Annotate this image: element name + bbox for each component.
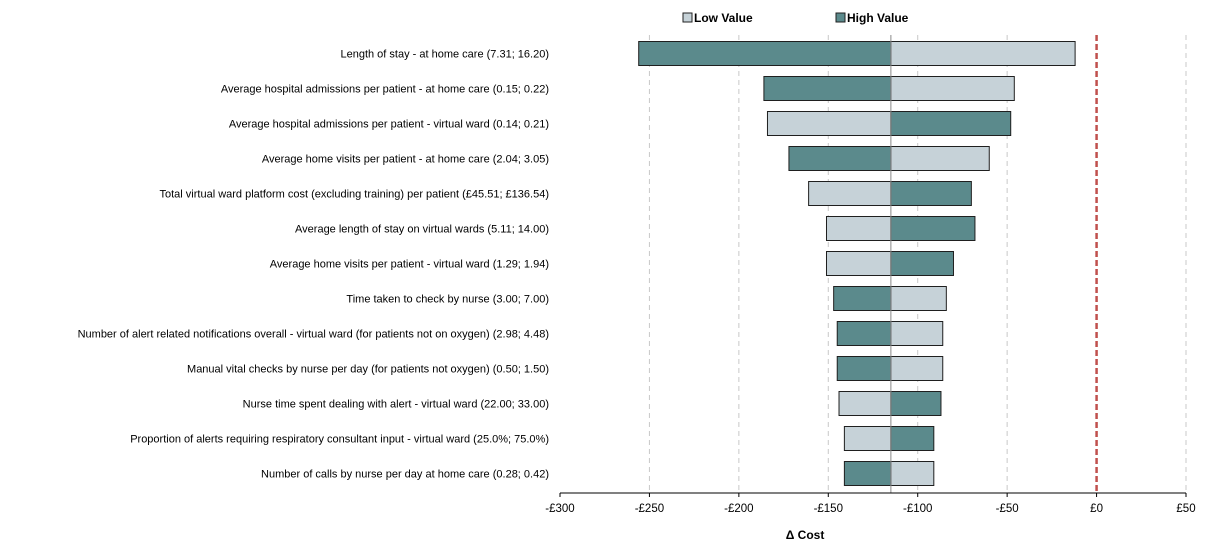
high-value-bar: [890, 426, 935, 451]
high-value-bar: [890, 251, 954, 276]
x-tick-label: -£100: [903, 503, 932, 515]
legend-high-swatch: [835, 12, 846, 23]
category-label: Total virtual ward platform cost (exclud…: [160, 189, 550, 201]
category-label: Length of stay - at home care (7.31; 16.…: [340, 49, 549, 61]
bars: [638, 35, 1098, 493]
high-value-bar: [890, 111, 1012, 136]
x-tick-label: -£150: [814, 503, 843, 515]
high-value-bar: [836, 321, 892, 346]
category-label: Average home visits per patient - at hom…: [262, 154, 549, 166]
category-labels: Length of stay - at home care (7.31; 16.…: [78, 49, 549, 481]
category-label: Average home visits per patient - virtua…: [270, 259, 549, 271]
legend: Low Value High Value: [682, 11, 909, 25]
x-tick-label: -£200: [724, 503, 753, 515]
low-value-bar: [766, 111, 892, 136]
legend-high-label: High Value: [847, 11, 909, 25]
x-tick-label: -£250: [635, 503, 664, 515]
category-label: Average length of stay on virtual wards …: [295, 224, 549, 236]
high-value-bar: [763, 76, 892, 101]
low-value-bar: [890, 76, 1015, 101]
category-label: Number of calls by nurse per day at home…: [261, 469, 549, 481]
x-tick-label: £50: [1176, 503, 1195, 515]
legend-low-label: Low Value: [694, 11, 753, 25]
low-value-bar: [890, 321, 944, 346]
low-value-bar: [890, 356, 944, 381]
category-label: Manual vital checks by nurse per day (fo…: [187, 364, 549, 376]
x-axis: -£300 -£250 -£200 -£150 -£100 -£50 £0 £50: [545, 492, 1196, 515]
high-value-bar: [833, 286, 892, 311]
high-value-bar: [890, 181, 972, 206]
category-label: Average hospital admissions per patient …: [221, 84, 549, 96]
low-value-bar: [890, 461, 935, 486]
low-value-bar: [890, 41, 1076, 66]
x-axis-label: Δ Cost: [786, 528, 825, 542]
legend-low-swatch: [682, 12, 693, 23]
low-value-bar: [825, 216, 892, 241]
low-value-bar: [838, 391, 892, 416]
category-label: Average hospital admissions per patient …: [229, 119, 549, 131]
low-value-bar: [808, 181, 892, 206]
low-value-bar: [890, 146, 990, 171]
category-label: Time taken to check by nurse (3.00; 7.00…: [346, 294, 549, 306]
high-value-bar: [843, 461, 892, 486]
high-value-bar: [836, 356, 892, 381]
low-value-bar: [890, 286, 947, 311]
low-value-bar: [843, 426, 892, 451]
category-label: Number of alert related notifications ov…: [78, 329, 549, 341]
high-value-bar: [890, 391, 942, 416]
x-tick-label: -£300: [545, 503, 574, 515]
x-tick-label: £0: [1090, 503, 1103, 515]
category-label: Proportion of alerts requiring respirato…: [130, 434, 549, 446]
category-label: Nurse time spent dealing with alert - vi…: [243, 399, 549, 411]
high-value-bar: [890, 216, 976, 241]
x-tick-label: -£50: [996, 503, 1019, 515]
high-value-bar: [788, 146, 892, 171]
low-value-bar: [825, 251, 892, 276]
high-value-bar: [638, 41, 892, 66]
